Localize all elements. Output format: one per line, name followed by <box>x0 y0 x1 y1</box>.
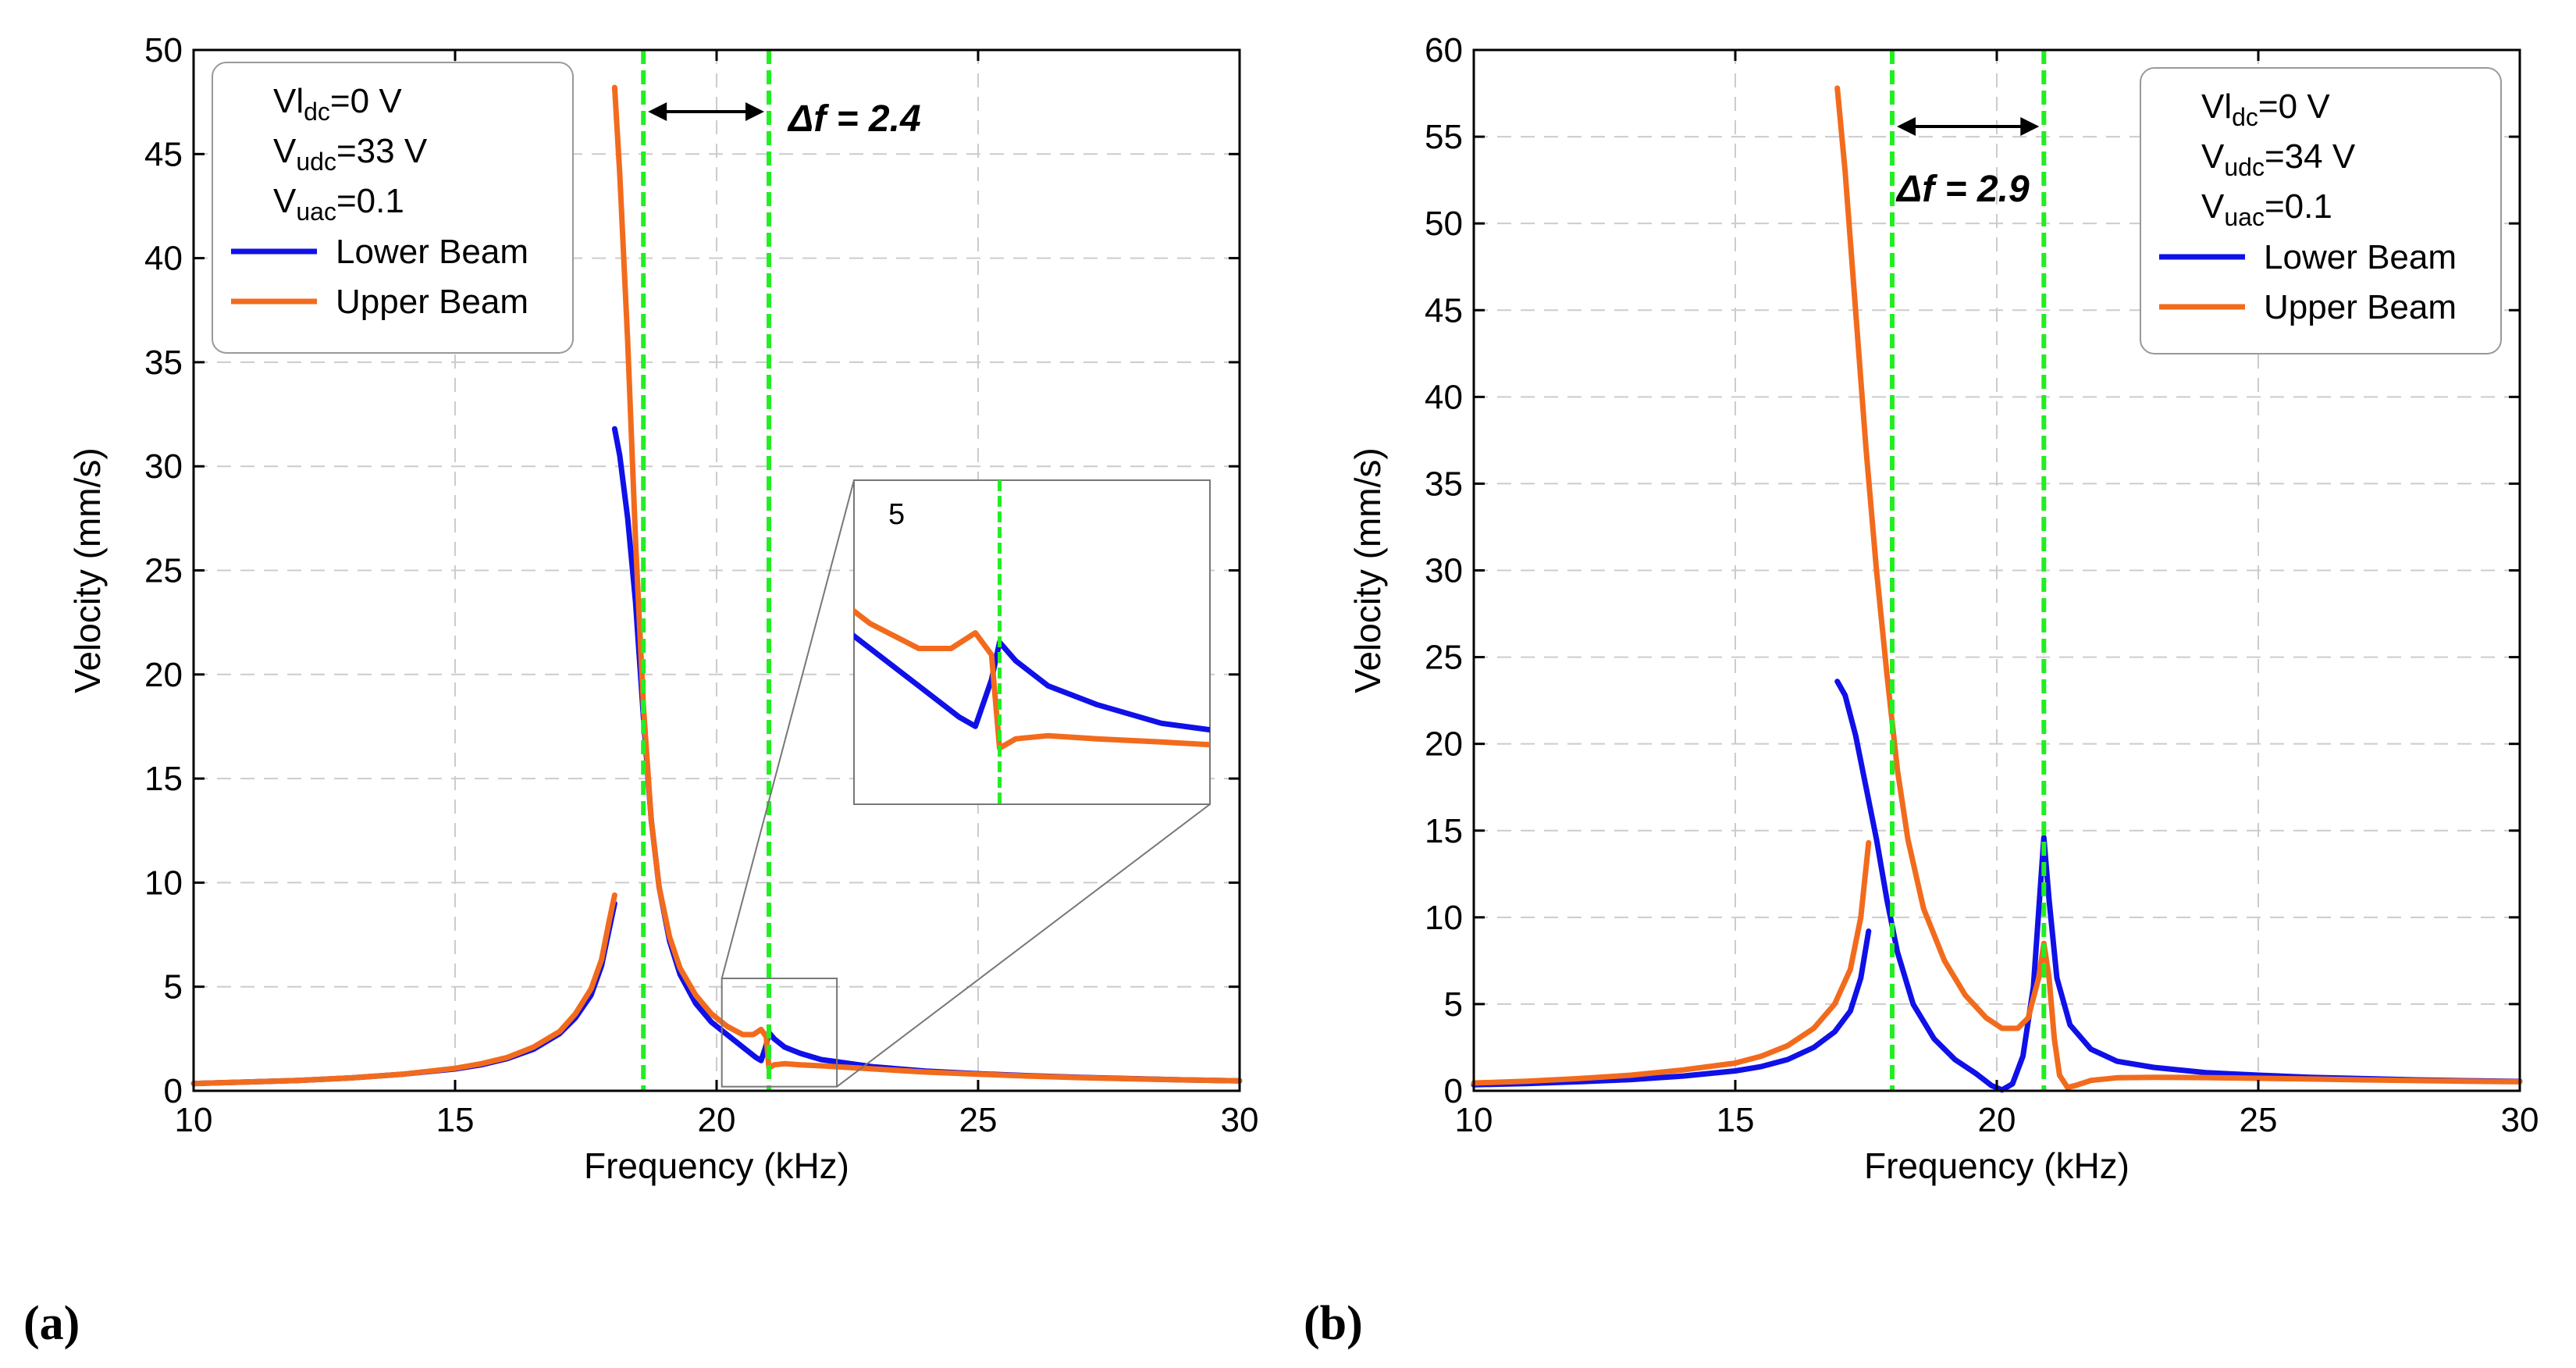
x-tick-label: 25 <box>959 1101 998 1139</box>
x-tick-label: 15 <box>1717 1101 1755 1139</box>
y-tick-label: 25 <box>144 552 183 590</box>
inset-tick-label: 5 <box>888 498 905 531</box>
legend-param-rest: =0.1 <box>2265 187 2332 226</box>
y-tick-label: 60 <box>1425 31 1463 69</box>
chart-a: Δf = 2.4 5 10 15 20 25 30 0 5 10 15 20 25 30 35 40 45 50 F… <box>23 31 1258 1350</box>
y-axis-label: Velocity (mm/s) <box>67 447 108 693</box>
legend-param-2: Vuac=0.1 <box>273 182 404 226</box>
legend-param-sub: uac <box>296 198 336 226</box>
x-tick-label: 15 <box>436 1101 475 1139</box>
legend-param-0: Vldc=0 V <box>2201 87 2330 131</box>
legend-param-main: V <box>273 182 297 220</box>
panel-label: (b) <box>1304 1297 1363 1350</box>
zoom-source-box <box>720 978 838 1088</box>
delta-arrowhead-right <box>745 102 764 121</box>
y-tick-label: 45 <box>144 135 183 173</box>
x-tick-label: 30 <box>2501 1101 2539 1139</box>
series-lower-beam-line <box>1471 928 1872 1088</box>
legend-param-sub: dc <box>304 98 330 126</box>
delta-f-annotation: Δf = 2.4 <box>787 98 921 140</box>
series-upper-beam-line <box>611 84 1243 1084</box>
legend-param-sub: dc <box>2232 103 2258 131</box>
legend-param-main: V <box>2201 187 2225 226</box>
y-tick-label: 10 <box>144 864 183 902</box>
legend-param-1: Vudc=33 V <box>273 132 428 176</box>
legend-param-1: Vudc=34 V <box>2201 137 2356 181</box>
series-lower-beam-line <box>190 900 617 1087</box>
inset-frame <box>853 479 1211 805</box>
zoom-connector-line <box>836 803 1211 1088</box>
y-tick-label: 45 <box>1425 291 1463 330</box>
x-tick-label: 25 <box>2240 1101 2278 1139</box>
y-tick-label: 40 <box>144 240 183 278</box>
y-tick-label: 20 <box>1425 725 1463 764</box>
delta-arrowhead-left <box>1897 117 1916 136</box>
y-tick-label: 15 <box>1425 812 1463 850</box>
inset-plot: 5 <box>853 479 1211 805</box>
legend-param-rest: =0.1 <box>336 182 404 220</box>
delta-arrowhead-right <box>2020 117 2040 136</box>
legend-param-sub: uac <box>2224 203 2265 231</box>
legend-param-2: Vuac=0.1 <box>2201 187 2332 231</box>
legend-param-main: V <box>2201 137 2225 176</box>
y-tick-label: 25 <box>1425 639 1463 677</box>
x-tick-label: 10 <box>175 1101 213 1139</box>
series-upper-beam-line <box>1834 85 2523 1091</box>
y-tick-label: 35 <box>1425 465 1463 503</box>
x-tick-label: 20 <box>698 1101 736 1139</box>
legend-param-sub: udc <box>296 148 336 176</box>
legend-param-rest: =0 V <box>330 82 402 120</box>
y-tick-label: 50 <box>1425 205 1463 243</box>
y-tick-label: 30 <box>144 447 183 486</box>
y-tick-label: 15 <box>144 760 183 798</box>
chart-b: Δf = 2.9 10 15 20 25 30 0 5 10 15 20 25 30 35 40 45 50 55… <box>1304 31 2539 1350</box>
legend-param-main: Vl <box>273 82 304 120</box>
y-tick-label: 10 <box>1425 899 1463 937</box>
y-tick-label: 20 <box>144 656 183 694</box>
legend-box <box>212 62 574 354</box>
legend-label-lower-beam: Lower Beam <box>336 233 528 271</box>
legend-label-upper-beam: Upper Beam <box>2264 288 2457 326</box>
series-lower-beam-line <box>1834 679 2523 1093</box>
series-upper-beam-line <box>854 607 1210 751</box>
legend-param-0: Vldc=0 V <box>273 82 402 126</box>
zoom-region <box>720 479 1211 1088</box>
panel-label: (a) <box>23 1297 80 1350</box>
axes: 10 15 20 25 30 0 5 10 15 20 25 30 35 40 45 50 Frequency … <box>67 31 1258 1186</box>
x-axis-label: Frequency (kHz) <box>584 1145 849 1186</box>
y-tick-label: 0 <box>164 1072 183 1110</box>
axes: 10 15 20 25 30 0 5 10 15 20 25 30 35 40 45 50 55 60 Freque… <box>1347 31 2539 1186</box>
x-tick-label: 30 <box>1221 1101 1259 1139</box>
x-axis-label: Frequency (kHz) <box>1864 1145 2129 1186</box>
y-tick-label: 55 <box>1425 118 1463 156</box>
y-tick-label: 5 <box>1444 985 1463 1024</box>
x-tick-label: 10 <box>1455 1101 1493 1139</box>
legend-label-upper-beam: Upper Beam <box>336 283 528 321</box>
y-tick-label: 50 <box>144 31 183 69</box>
y-tick-label: 35 <box>144 344 183 382</box>
legend-param-main: Vl <box>2201 87 2232 126</box>
series-upper-beam-line <box>190 892 617 1087</box>
zoom-connector-line <box>720 479 855 979</box>
legend-param-rest: =0 V <box>2258 87 2330 126</box>
legend-param-main: V <box>273 132 297 170</box>
delta-f-annotation: Δf = 2.9 <box>1895 169 2030 210</box>
series-lower-beam-line <box>854 632 1210 733</box>
legend-param-rest: =33 V <box>336 132 428 170</box>
legend-box <box>2140 67 2502 354</box>
y-tick-label: 30 <box>1425 552 1463 590</box>
delta-arrowhead-left <box>648 102 667 121</box>
y-tick-label: 40 <box>1425 378 1463 416</box>
legend-label-lower-beam: Lower Beam <box>2264 238 2457 276</box>
legend-param-rest: =34 V <box>2265 137 2356 176</box>
y-tick-label: 0 <box>1444 1072 1463 1110</box>
legend-param-sub: udc <box>2224 153 2265 181</box>
series-upper-beam-line <box>1471 839 1872 1086</box>
y-tick-label: 5 <box>164 968 183 1006</box>
y-axis-label: Velocity (mm/s) <box>1347 447 1388 693</box>
x-tick-label: 20 <box>1978 1101 2016 1139</box>
